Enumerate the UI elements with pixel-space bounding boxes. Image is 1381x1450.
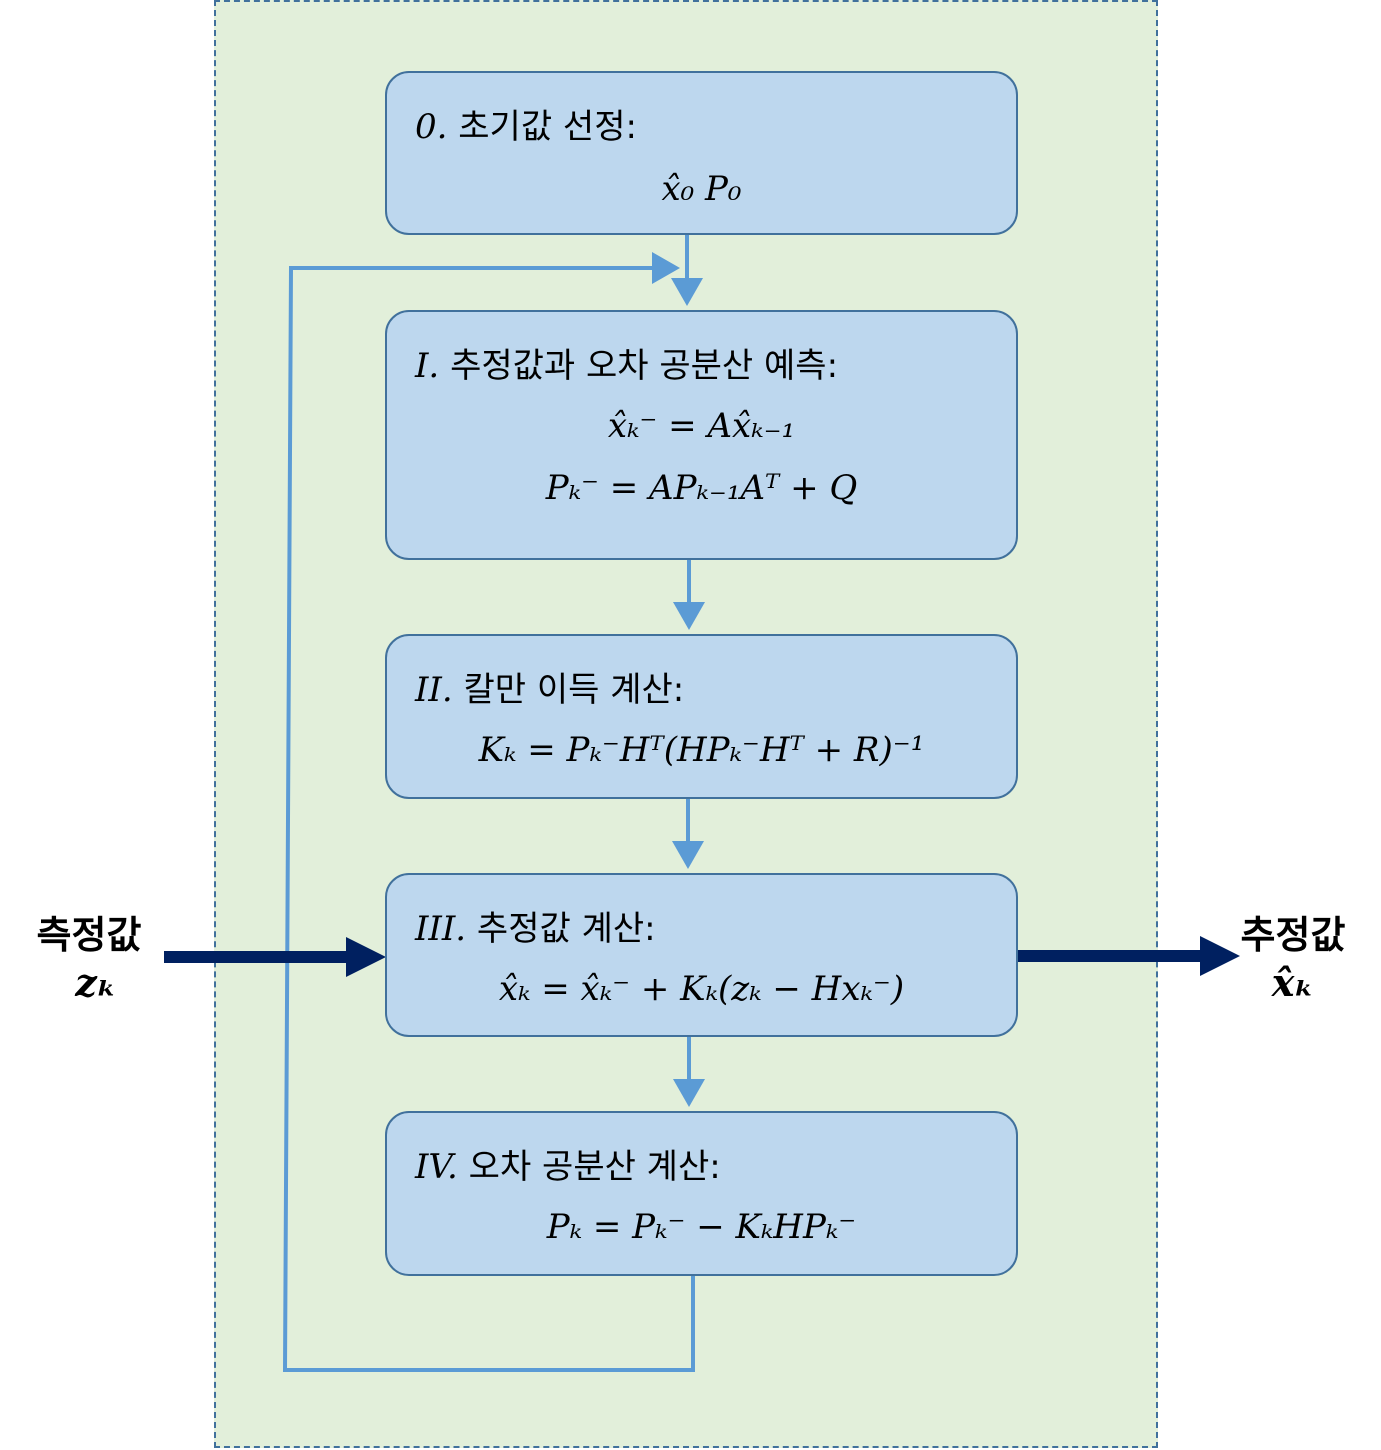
box-kalman-gain-title: II. 칼만 이득 계산: xyxy=(415,670,685,710)
input-label: 측정값 xyxy=(36,913,142,957)
equation-error-covariance: Pₖ = Pₖ⁻ − KₖHPₖ⁻ xyxy=(546,1207,857,1247)
output-symbol: x̂ₖ xyxy=(1271,960,1315,1005)
box-error-covariance: IV. 오차 공분산 계산: Pₖ = Pₖ⁻ − KₖHPₖ⁻ xyxy=(385,1111,1018,1276)
equation-kalman-gain: Kₖ = Pₖ⁻Hᵀ(HPₖ⁻Hᵀ + R)⁻¹ xyxy=(478,730,925,770)
box-initialization: 0. 초기값 선정: x̂₀ P₀ xyxy=(385,71,1018,235)
input-symbol: zₖ xyxy=(75,960,117,1005)
equation-covariance-prediction: Pₖ⁻ = APₖ₋₁Aᵀ + Q xyxy=(545,468,858,508)
equation-state-estimate: x̂ₖ = x̂ₖ⁻ + Kₖ(zₖ − Hxₖ⁻) xyxy=(498,969,905,1009)
box-estimate-title: III. 추정값 계산: xyxy=(415,909,656,949)
equation-state-prediction: x̂ₖ⁻ = Ax̂ₖ₋₁ xyxy=(607,406,796,446)
box-error-covariance-title: IV. 오차 공분산 계산: xyxy=(415,1147,721,1187)
equation-initial-values: x̂₀ P₀ xyxy=(661,169,742,209)
output-arrow-head xyxy=(1200,936,1240,976)
box-initialization-title: 0. 초기값 선정: xyxy=(415,107,637,147)
box-kalman-gain: II. 칼만 이득 계산: Kₖ = Pₖ⁻Hᵀ(HPₖ⁻Hᵀ + R)⁻¹ xyxy=(385,634,1018,799)
box-estimate: III. 추정값 계산: x̂ₖ = x̂ₖ⁻ + Kₖ(zₖ − Hxₖ⁻) xyxy=(385,873,1018,1037)
output-label: 추정값 xyxy=(1240,913,1346,957)
feedback-loop-line xyxy=(282,252,695,1372)
box-prediction: I. 추정값과 오차 공분산 예측: x̂ₖ⁻ = Ax̂ₖ₋₁ Pₖ⁻ = A… xyxy=(385,310,1018,560)
box-prediction-title: I. 추정값과 오차 공분산 예측: xyxy=(415,346,839,386)
input-arrow-head xyxy=(346,937,386,977)
